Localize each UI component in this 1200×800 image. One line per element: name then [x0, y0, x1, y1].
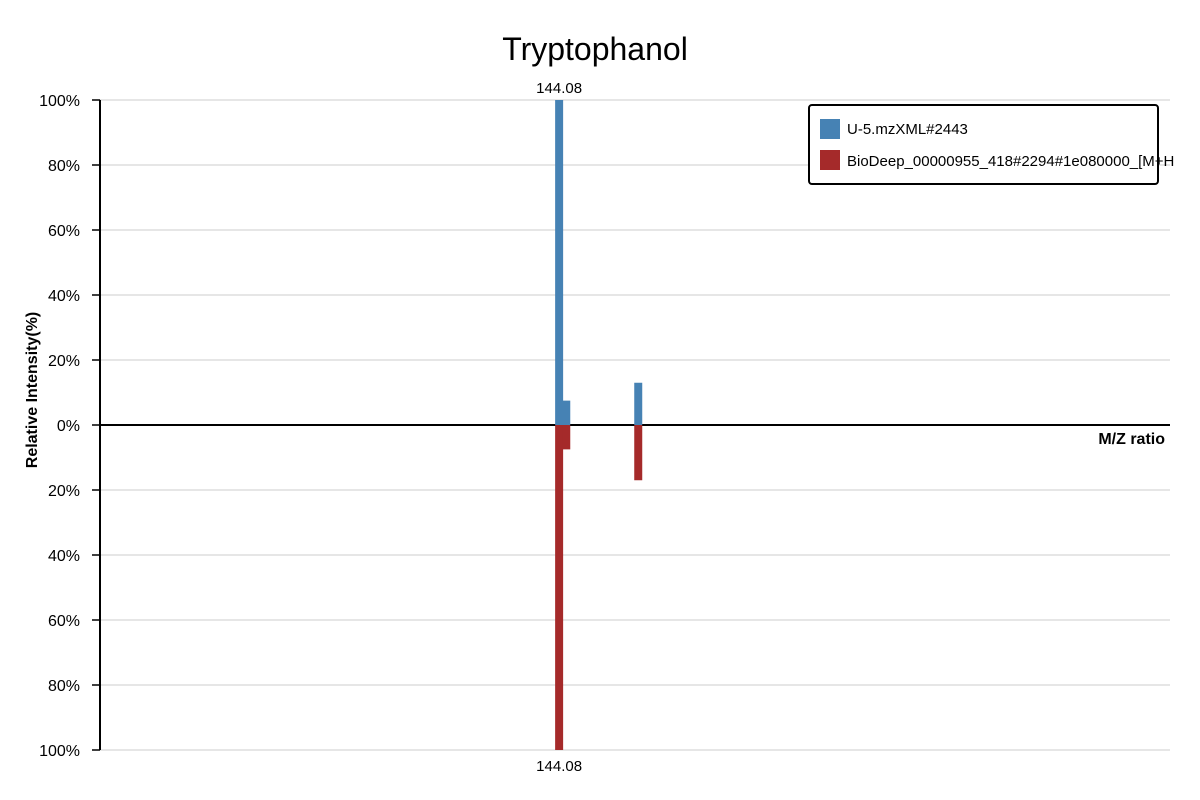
legend-box [808, 104, 1159, 185]
y-tick-label: 0% [57, 418, 80, 435]
sample-peak-bar [562, 400, 571, 425]
y-tick-label: 60% [48, 223, 80, 240]
y-tick-label: 100% [39, 743, 80, 760]
sample-peak-bar [634, 382, 643, 425]
reference-peak-bar [562, 425, 571, 450]
y-tick-label: 80% [48, 678, 80, 695]
peak-label: 144.08 [536, 80, 582, 97]
peak-labels: 144.08 144.08 [536, 80, 582, 775]
legend-label-series-2: BioDeep_00000955_418#2294#1e080000_[M+H [847, 153, 1174, 170]
x-axis-label: M/Z ratio [1098, 431, 1165, 448]
y-tick-label: 20% [48, 353, 80, 370]
y-tick-labels: 100% 80% 60% 40% 20% 0% 20% 40% 60% 80% 100% [39, 93, 100, 760]
chart-title: Tryptophanol [502, 31, 688, 67]
spectrum-bars [555, 100, 643, 750]
legend: U-5.mzXML#2443 BioDeep_00000955_418#2294… [808, 104, 1174, 185]
y-tick-label: 60% [48, 613, 80, 630]
y-tick-label: 40% [48, 288, 80, 305]
y-tick-label: 40% [48, 548, 80, 565]
y-tick-label: 20% [48, 483, 80, 500]
sample-peak-bar [555, 100, 564, 425]
legend-swatch-series-1 [820, 119, 840, 139]
legend-swatch-series-2 [820, 150, 840, 170]
legend-label-series-1: U-5.mzXML#2443 [847, 121, 968, 138]
reference-peak-bar [555, 425, 564, 750]
reference-peak-bar [634, 425, 643, 481]
gridlines [100, 99, 1170, 751]
peak-label: 144.08 [536, 758, 582, 775]
y-tick-label: 80% [48, 158, 80, 175]
y-tick-label: 100% [39, 93, 80, 110]
y-axis-label: Relative Intensity(%) [24, 312, 41, 468]
